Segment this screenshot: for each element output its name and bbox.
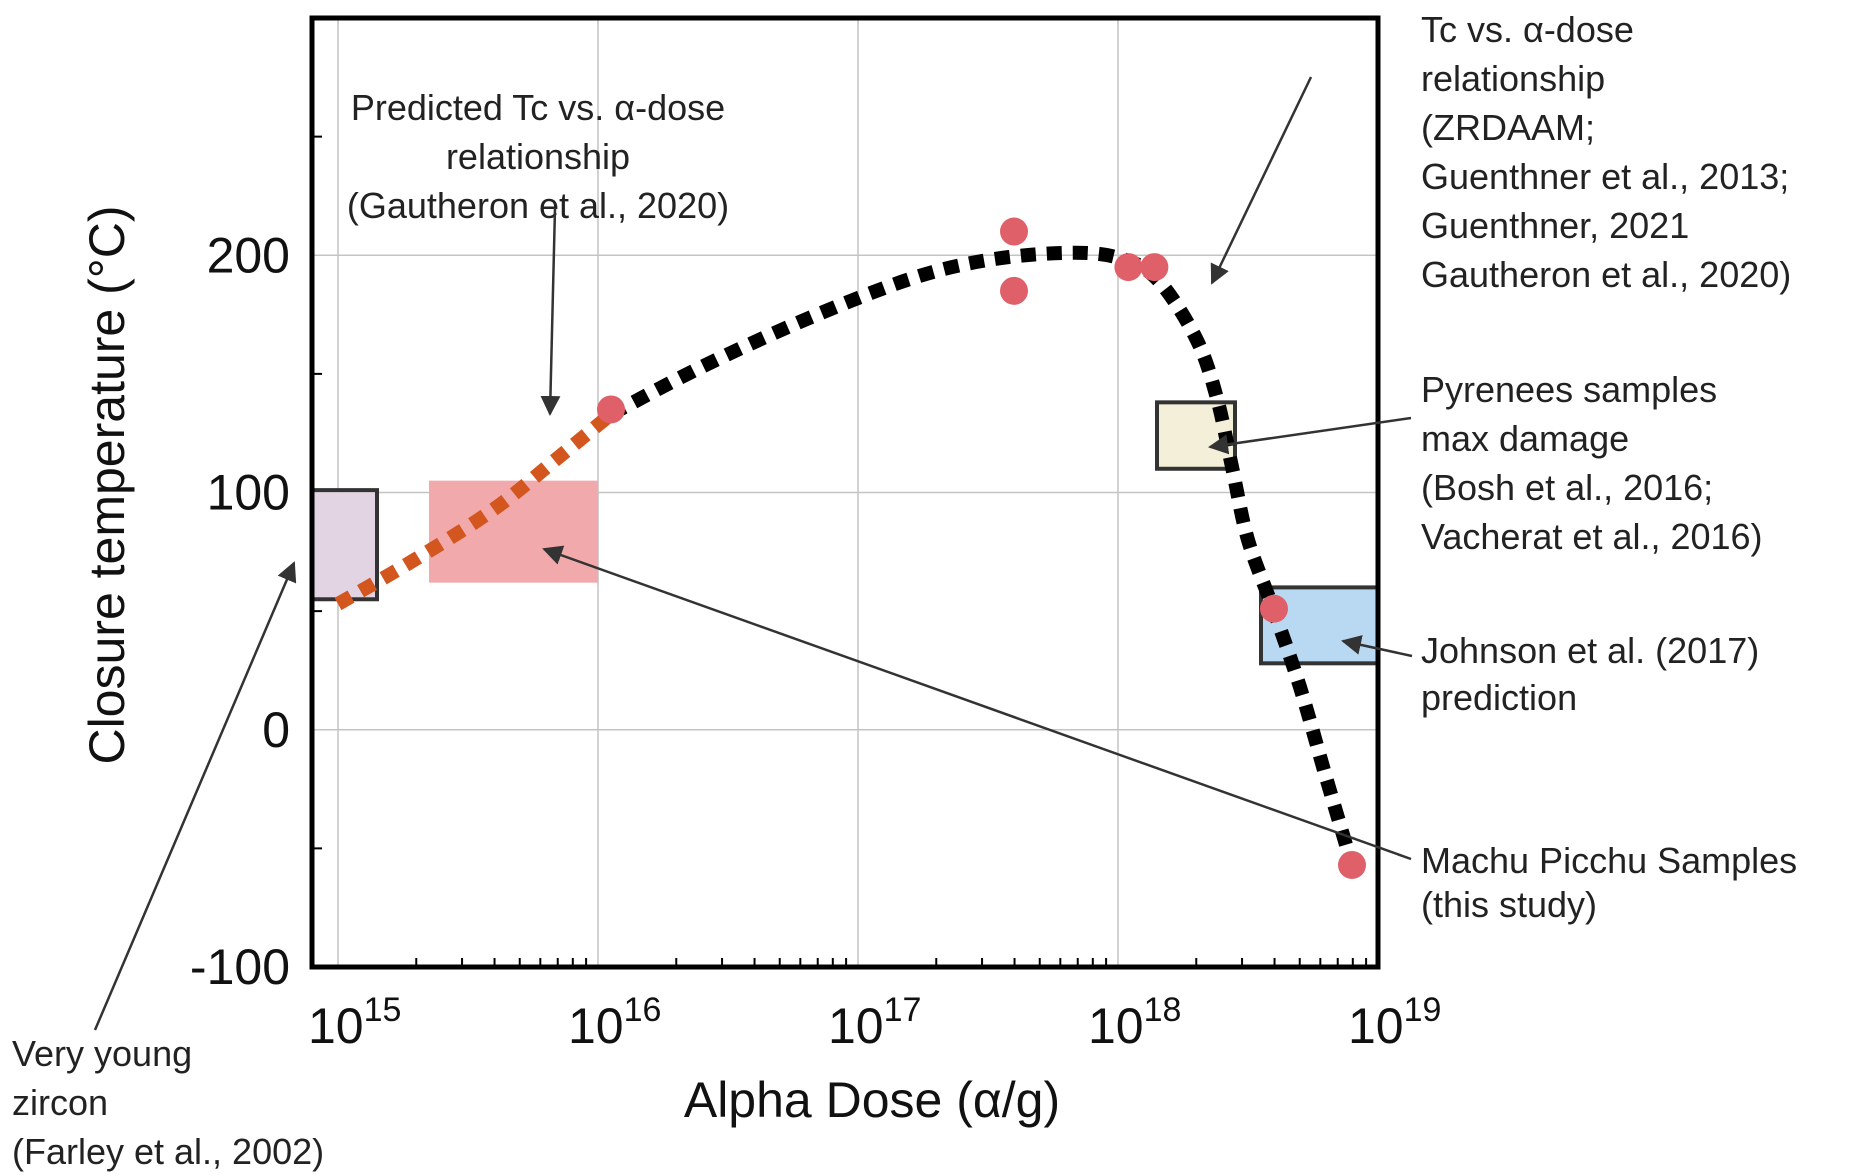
x-tick-label: 1018 bbox=[1088, 991, 1181, 1054]
annotation-arrows bbox=[93, 76, 1413, 1031]
data-point bbox=[1114, 253, 1143, 282]
annotation-pyrenees: Pyrenees samples max damage (Bosh et al., … bbox=[1421, 369, 1763, 557]
annotation-line: Pyrenees samples bbox=[1421, 369, 1717, 410]
annotation-arrow bbox=[542, 545, 1412, 861]
annotation-line: Machu Picchu Samples bbox=[1421, 840, 1797, 881]
x-tick-label: 1015 bbox=[308, 991, 401, 1054]
data-point bbox=[1000, 276, 1028, 305]
annotation-arrow bbox=[1208, 416, 1412, 455]
annotation-machu: Machu Picchu Samples (this study) bbox=[1421, 840, 1797, 925]
annotation-arrow bbox=[540, 207, 561, 416]
annotation-line: (Bosh et al., 2016; bbox=[1421, 467, 1713, 508]
x-axis-title: Alpha Dose (α/g) bbox=[684, 1072, 1060, 1128]
annotation-johnson: Johnson et al. (2017) prediction bbox=[1421, 630, 1759, 718]
curves bbox=[334, 245, 1359, 867]
x-tick-exponent: 17 bbox=[884, 991, 922, 1029]
x-tick-exponent: 18 bbox=[1144, 991, 1182, 1029]
annotation-arrow bbox=[1210, 76, 1313, 285]
x-tick-exponent: 19 bbox=[1404, 991, 1442, 1029]
annotation-line: relationship bbox=[446, 136, 630, 177]
y-tick-label: 0 bbox=[262, 702, 290, 758]
x-tick-label: 1019 bbox=[1348, 991, 1441, 1054]
y-tick-label: 200 bbox=[207, 227, 290, 283]
data-point bbox=[1140, 253, 1169, 282]
series-curve bbox=[607, 245, 1359, 867]
annotation-line: Guenthner, 2021 bbox=[1421, 205, 1689, 246]
plot-frame bbox=[309, 15, 1381, 970]
x-tick-base: 10 bbox=[1088, 998, 1144, 1054]
annotation-line: relationship bbox=[1421, 58, 1605, 99]
annotation-arrow bbox=[1341, 635, 1413, 658]
annotation-zrdaam: Tc vs. α-dose relationship (ZRDAAM; Guenthn… bbox=[1421, 9, 1791, 295]
annotation-line: Guenthner et al., 2013; bbox=[1421, 156, 1789, 197]
y-tick-label: 100 bbox=[207, 465, 290, 521]
x-tick-base: 10 bbox=[1348, 998, 1404, 1054]
data-point bbox=[1260, 594, 1288, 623]
y-axis-title: Closure temperature (°C) bbox=[79, 205, 135, 764]
series-curve bbox=[334, 408, 616, 611]
annotation-line: prediction bbox=[1421, 677, 1577, 718]
annotation-line: (this study) bbox=[1421, 884, 1597, 925]
x-tick-label: 1017 bbox=[828, 991, 921, 1054]
annotations: Predicted Tc vs. α-dose relationship (Gaut… bbox=[12, 9, 1797, 1172]
x-tick-base: 10 bbox=[308, 998, 364, 1054]
annotation-line: Vacherat et al., 2016) bbox=[1421, 516, 1763, 557]
annotation-arrow bbox=[93, 561, 297, 1031]
x-tick-exponent: 15 bbox=[364, 991, 402, 1029]
annotation-gautheron: Predicted Tc vs. α-dose relationship (Gaut… bbox=[347, 87, 729, 226]
data-point bbox=[597, 395, 625, 424]
data-point bbox=[1338, 850, 1366, 879]
x-tick-base: 10 bbox=[828, 998, 884, 1054]
annotation-line: Gautheron et al., 2020) bbox=[1421, 254, 1791, 295]
x-tick-label: 1016 bbox=[568, 991, 661, 1054]
annotation-line: (Gautheron et al., 2020) bbox=[347, 185, 729, 226]
annotation-young: Very young zircon (Farley et al., 2002) bbox=[12, 1033, 324, 1172]
shaded-regions bbox=[310, 400, 1380, 666]
annotation-line: Predicted Tc vs. α-dose bbox=[351, 87, 725, 128]
x-tick-base: 10 bbox=[568, 998, 624, 1054]
annotation-line: Tc vs. α-dose bbox=[1421, 9, 1634, 50]
annotation-line: (Farley et al., 2002) bbox=[12, 1131, 324, 1172]
annotation-line: Very young bbox=[12, 1033, 192, 1074]
y-tick-label: -100 bbox=[190, 939, 290, 995]
annotation-line: (ZRDAAM; bbox=[1421, 107, 1595, 148]
x-tick-exponent: 16 bbox=[624, 991, 662, 1029]
annotation-line: max damage bbox=[1421, 418, 1629, 459]
data-points bbox=[597, 217, 1366, 879]
annotation-line: Johnson et al. (2017) bbox=[1421, 630, 1759, 671]
annotation-line: zircon bbox=[12, 1082, 108, 1123]
data-point bbox=[1000, 217, 1028, 246]
